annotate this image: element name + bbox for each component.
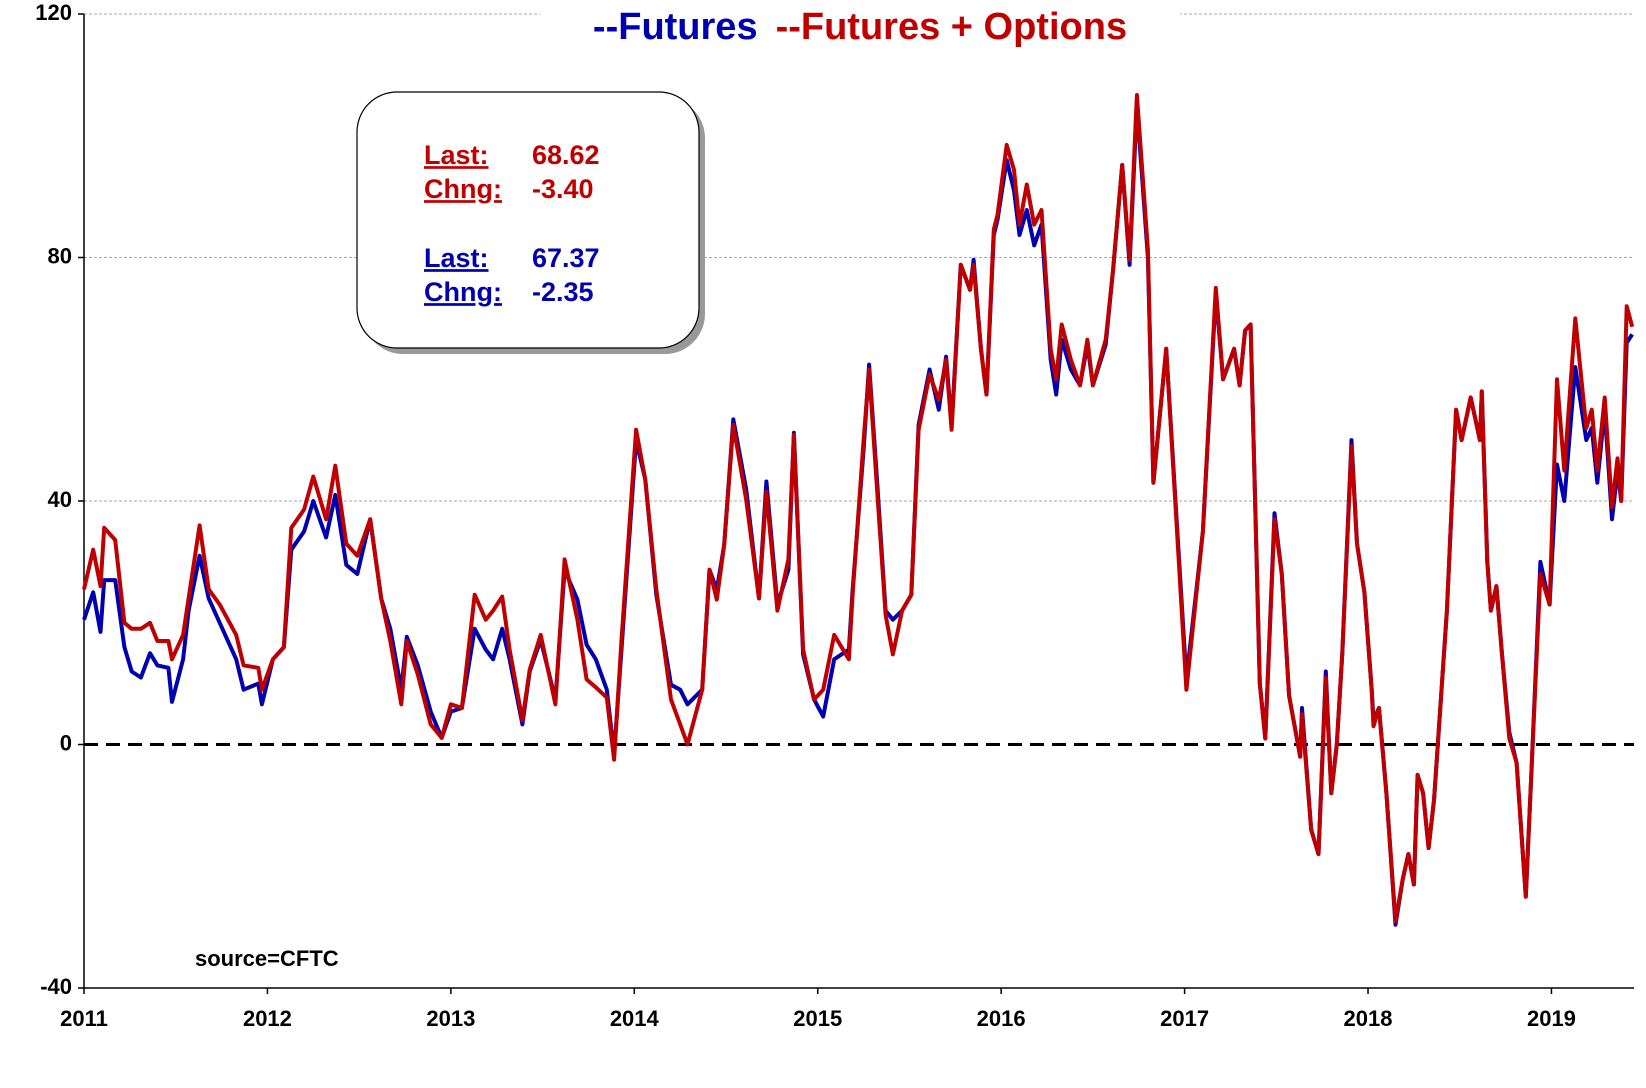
info-value: -2.35	[532, 277, 594, 307]
y-tick-label: -40	[40, 974, 72, 999]
legend-entry: --Futures + Options	[776, 6, 1128, 48]
x-tick-label: 2011	[60, 1006, 108, 1031]
x-tick-label: 2015	[793, 1006, 842, 1031]
info-label: Last:	[424, 243, 489, 273]
x-tick-label: 2013	[426, 1006, 475, 1031]
x-tick-label: 2018	[1344, 1006, 1393, 1031]
info-value: 67.37	[532, 243, 600, 273]
source-note: source=CFTC	[195, 946, 339, 971]
series-line	[82, 93, 1635, 923]
info-value: 68.62	[532, 140, 600, 170]
info-value: -3.40	[532, 174, 594, 204]
legend-entry: --Futures	[593, 6, 758, 48]
info-box	[356, 91, 700, 349]
x-tick-label: 2017	[1160, 1006, 1209, 1031]
y-tick-label: 120	[35, 0, 72, 25]
y-tick-label: 0	[60, 730, 72, 755]
info-label: Chng:	[424, 277, 502, 307]
x-tick-label: 2019	[1527, 1006, 1576, 1031]
x-tick-label: 2016	[977, 1006, 1026, 1031]
x-tick-label: 2012	[243, 1006, 292, 1031]
y-tick-label: 40	[48, 487, 72, 512]
info-label: Chng:	[424, 174, 502, 204]
legend-background	[540, 0, 1180, 52]
y-tick-label: 80	[48, 243, 72, 268]
x-tick-label: 2014	[610, 1006, 660, 1031]
info-label: Last:	[424, 140, 489, 170]
legend: --Futures --Futures + Options	[593, 6, 1127, 48]
